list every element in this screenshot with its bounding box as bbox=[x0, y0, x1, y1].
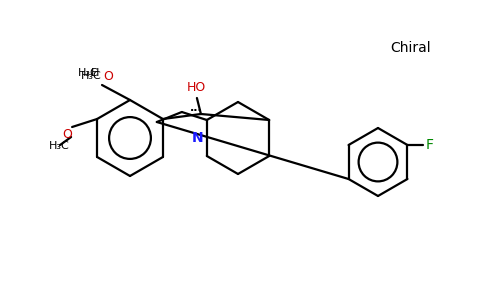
Text: Chiral: Chiral bbox=[390, 41, 431, 55]
Text: O: O bbox=[62, 128, 72, 142]
Text: O: O bbox=[103, 70, 113, 83]
Text: F: F bbox=[425, 138, 434, 152]
Text: H₃C: H₃C bbox=[49, 141, 70, 151]
Text: H: H bbox=[91, 68, 99, 78]
Text: H₃C: H₃C bbox=[81, 71, 102, 81]
Text: H₃C: H₃C bbox=[78, 68, 99, 78]
Text: ···: ··· bbox=[190, 106, 202, 116]
Text: N: N bbox=[192, 131, 204, 145]
Text: HO: HO bbox=[186, 81, 206, 94]
